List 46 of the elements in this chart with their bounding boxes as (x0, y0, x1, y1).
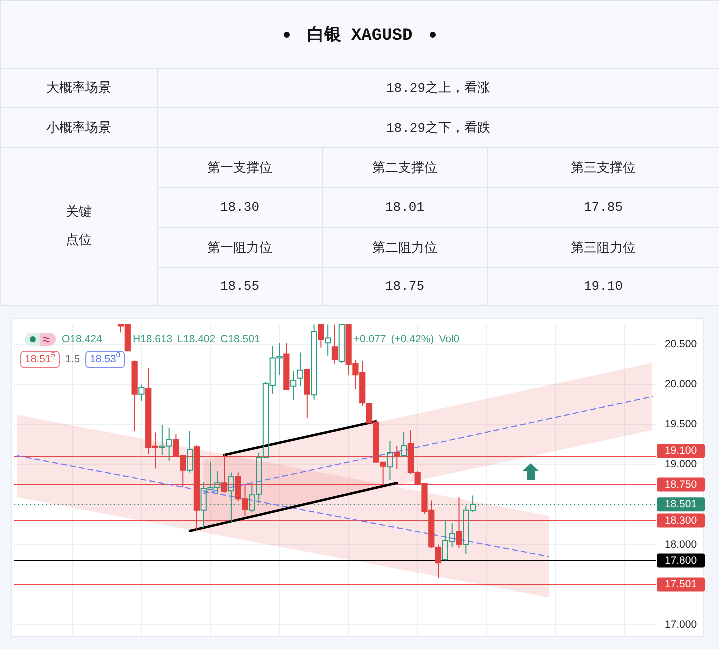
annotation: (+0.42%) (391, 334, 434, 346)
ref-line-label: 19.100 (664, 445, 698, 458)
text: 18.29之下，看跌 (386, 120, 490, 136)
ref-line-label: 18.300 (664, 514, 698, 527)
text: 19.10 (584, 279, 623, 294)
ref-line-label: 18.750 (664, 478, 698, 491)
annotation: 18.53$^{0}$ (90, 350, 121, 366)
text: 18.29之上，看涨 (386, 80, 490, 97)
y-tick-label: 17.000 (664, 618, 698, 631)
text: 关键点位 (65, 204, 93, 250)
text: 第三支撑位 (571, 160, 636, 176)
annotation: 1.5 (65, 354, 80, 366)
annotation: L18.402 (178, 334, 216, 346)
text: 18.01 (385, 200, 424, 215)
y-tick-label: 20.000 (664, 378, 698, 391)
annotation: H18.613 (132, 334, 173, 346)
annotation: +0.077 (354, 334, 386, 346)
text: 第三阻力位 (571, 240, 636, 256)
ref-label: 17.800 (657, 554, 705, 568)
text: 白银 XAGUSD (307, 25, 413, 46)
text: 17.85 (584, 200, 623, 215)
text: 第一支撑位 (208, 160, 272, 176)
text: 小概率场景 (46, 120, 112, 136)
text: 大概率场景 (46, 80, 112, 97)
text: 18.75 (385, 279, 424, 294)
ref-label: 18.750 (657, 478, 705, 492)
ref-label: 19.100 (657, 444, 705, 458)
text: 18.55 (220, 279, 260, 294)
ref-label: 18.300 (657, 514, 705, 528)
y-tick-label: 19.500 (664, 418, 698, 431)
annotation: Vol0 (439, 334, 460, 346)
ref-line-label: 17.501 (664, 578, 698, 591)
y-tick-label: 20.500 (664, 338, 698, 351)
annotation: C18.501 (220, 334, 260, 346)
ref-label: 18.501 (657, 498, 705, 512)
ref-label: 17.501 (657, 578, 705, 592)
annotation: 18.51$^{5}$ (25, 350, 56, 366)
text: 第一阻力位 (208, 240, 272, 256)
ref-line-label: 18.501 (664, 498, 698, 511)
ref-line-label: 17.800 (664, 554, 698, 567)
text: 第二阻力位 (372, 240, 438, 256)
text: 18.30 (220, 200, 260, 215)
y-tick-label: 18.000 (664, 538, 698, 551)
annotation: O18.424 (62, 334, 102, 346)
text: 第二支撑位 (372, 160, 438, 176)
y-tick-label: 19.000 (664, 458, 698, 471)
